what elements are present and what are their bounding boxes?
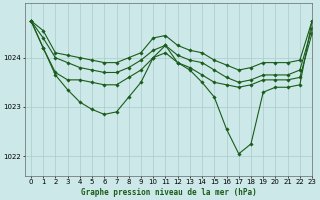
X-axis label: Graphe pression niveau de la mer (hPa): Graphe pression niveau de la mer (hPa) [81, 188, 256, 197]
